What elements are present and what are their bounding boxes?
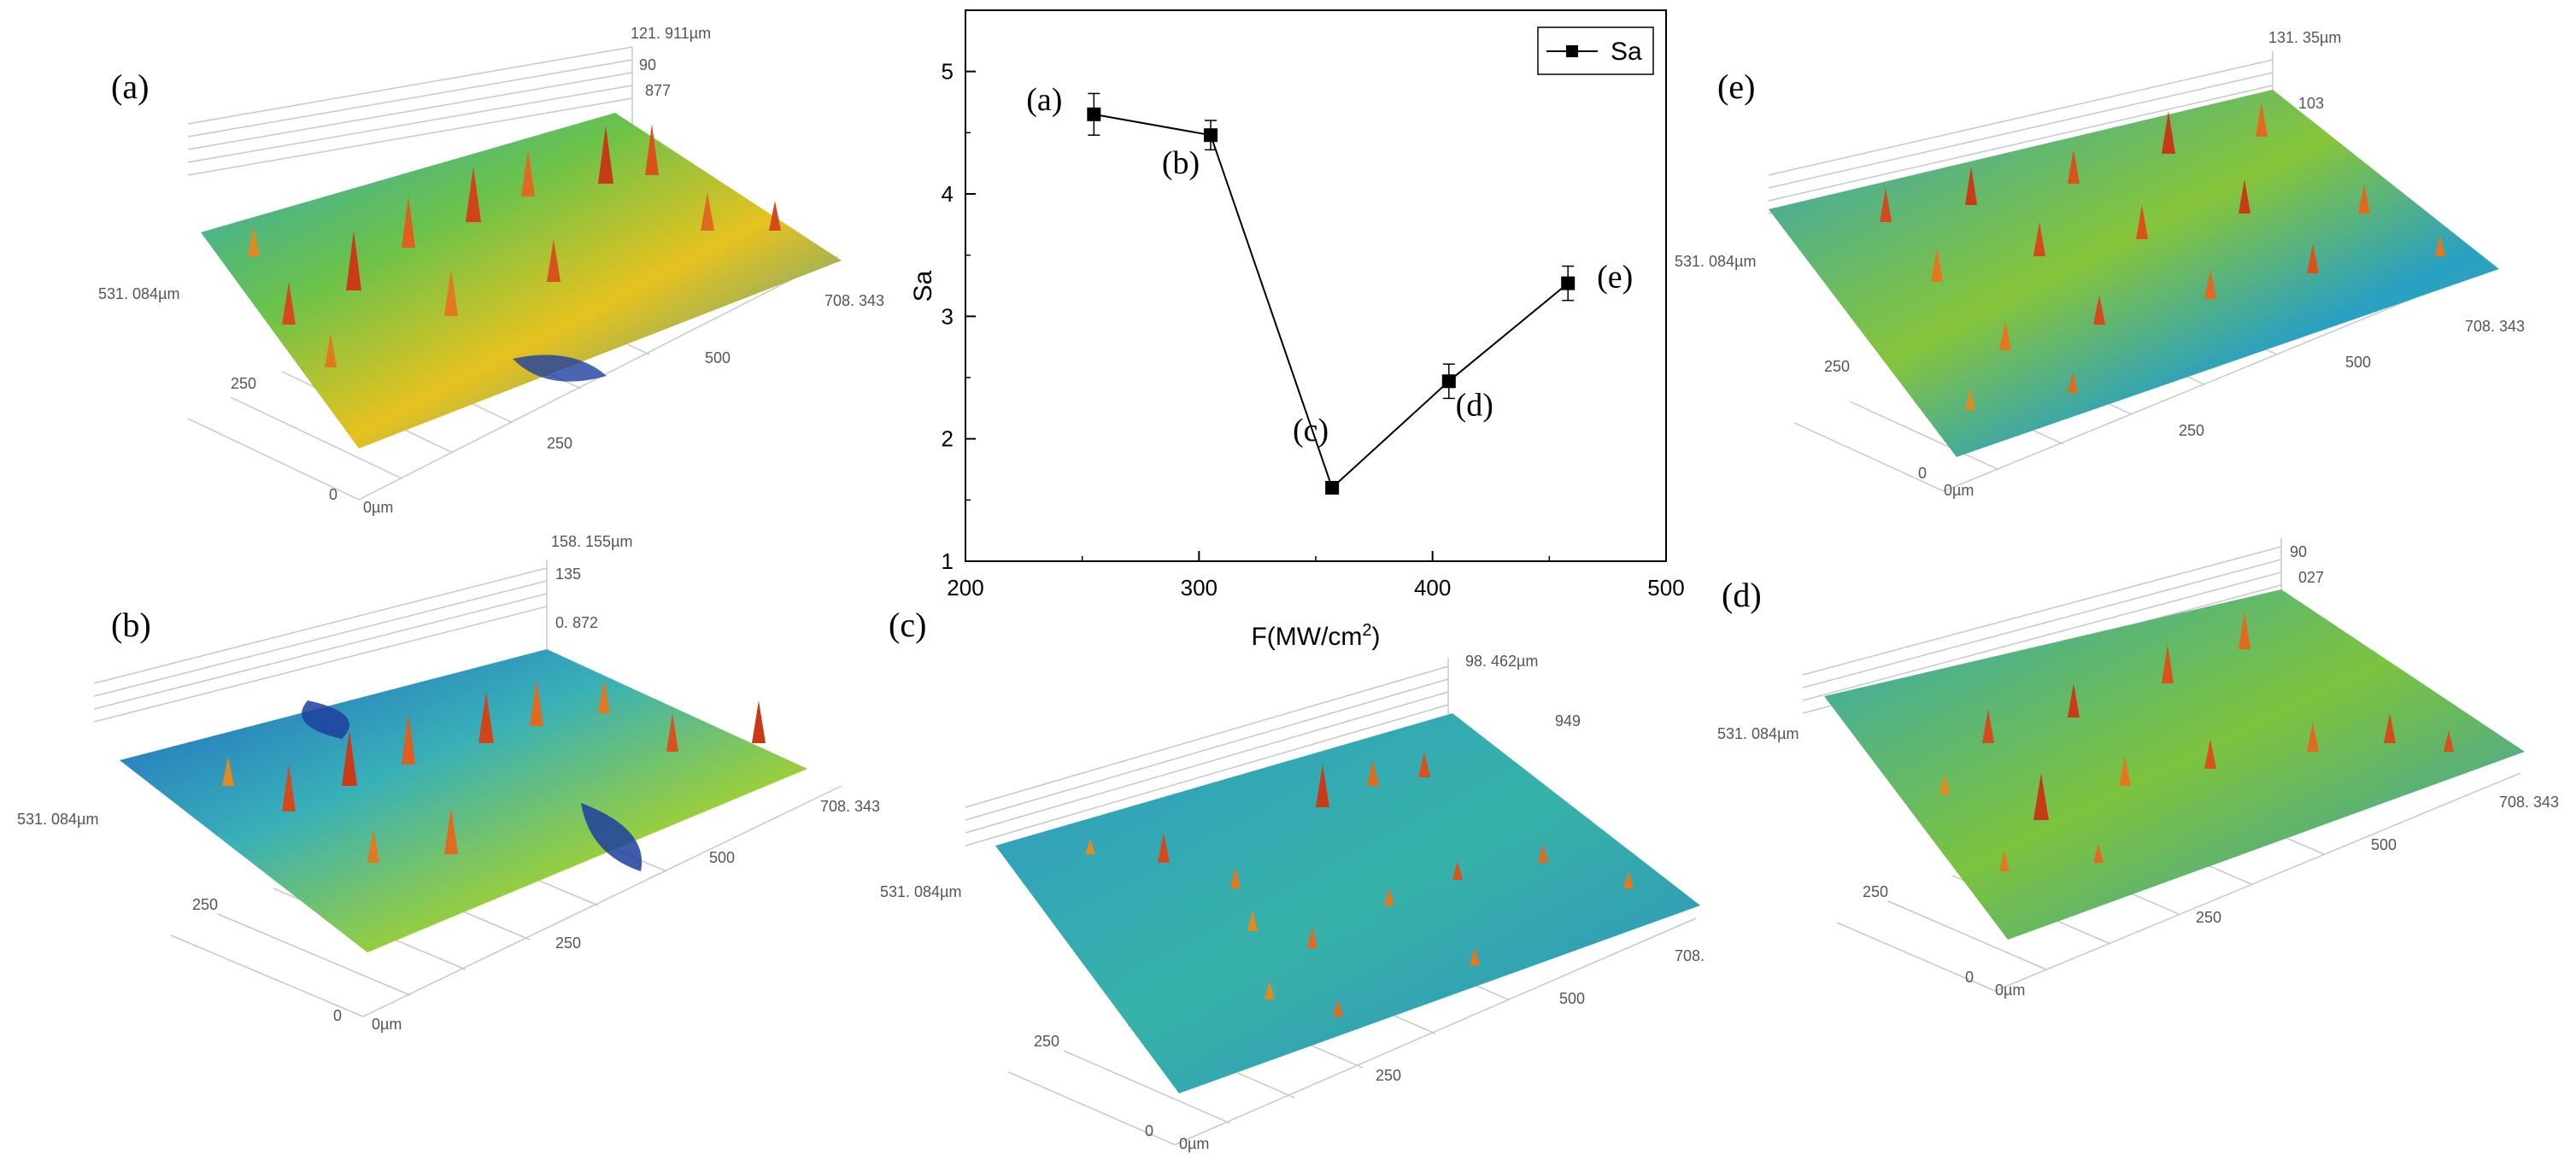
x-axis-length-b: 708. 343: [820, 798, 880, 815]
y-tick-250-b: 250: [192, 896, 218, 913]
surface-plot-d: (d) 90 027 531. 084µm 708. 343 500 250 2…: [1717, 538, 2559, 999]
origin-label-c: 0µm: [1179, 1135, 1209, 1152]
point-label: (a): [1026, 82, 1062, 118]
x-tick-label: 400: [1414, 575, 1451, 601]
x-tick-250-d: 250: [2196, 909, 2221, 926]
peaks-b: [222, 679, 766, 863]
panel-label-b: (b): [111, 606, 151, 644]
y-axis-ticks: 1 2 3 4 5: [942, 59, 976, 574]
x-tick-500-a: 500: [705, 349, 731, 366]
x-tick-500-b: 500: [709, 849, 735, 866]
y-tick-label: 4: [942, 181, 954, 207]
z-tick-a: 90: [639, 56, 656, 73]
surface-plot-a: (a) 121. 911µm 90 877 531. 084µm 708. 34…: [98, 25, 884, 516]
y-axis-length-c: 531. 084µm: [880, 883, 961, 900]
y-tick-250-a: 250: [231, 375, 256, 392]
surface-e: [1769, 90, 2499, 457]
z-max-label-e: 131. 35µm: [2268, 29, 2341, 46]
point-label: (e): [1597, 260, 1633, 296]
z-tick-d: 90: [2290, 543, 2307, 560]
y-axis-length-d: 531. 084µm: [1717, 725, 1799, 742]
origin-label-d: 0µm: [1995, 981, 2025, 999]
point-label: (d): [1456, 387, 1493, 423]
x-axis-title: F(MW/cm2): [1251, 621, 1380, 651]
data-point: [1087, 107, 1101, 121]
y-tick-0-d: 0: [1965, 969, 1974, 986]
data-point: [1561, 276, 1576, 290]
x-tick-label: 300: [1181, 575, 1218, 601]
x-tick-label: 200: [947, 575, 983, 601]
y-tick-label: 5: [942, 59, 954, 85]
series-sa: (a) (b) (c) (d) (e): [1026, 82, 1633, 495]
x-axis-length-d: 708. 343: [2499, 794, 2559, 811]
x-tick-500-c: 500: [1559, 990, 1585, 1007]
origin-label-b: 0µm: [372, 1016, 402, 1033]
x-tick-500-e: 500: [2345, 354, 2371, 371]
z-tick2-b: 0. 872: [555, 614, 598, 631]
panel-label-a: (a): [111, 67, 149, 106]
y-axis-title: Sa: [909, 270, 937, 302]
y-axis-length-a: 531. 084µm: [98, 285, 179, 302]
plot-frame: [965, 9, 1667, 562]
data-point: [1441, 374, 1456, 389]
x-axis-length-c: 708.: [1675, 947, 1705, 964]
surface-a: [201, 113, 842, 448]
panel-label-e: (e): [1717, 67, 1755, 106]
z-max-label-c: 98. 462µm: [1465, 653, 1538, 670]
legend-marker: [1566, 45, 1578, 57]
point-label: (b): [1162, 145, 1200, 181]
x-tick-500-d: 500: [2371, 836, 2397, 853]
y-tick-label: 2: [942, 426, 954, 452]
y-tick-label: 3: [942, 303, 954, 329]
y-tick-0-a: 0: [329, 486, 337, 503]
y-tick-0-b: 0: [333, 1007, 342, 1024]
surface-d: [1824, 589, 2525, 940]
x-tick-250-a: 250: [547, 435, 572, 452]
panel-label-d: (d): [1722, 576, 1762, 614]
sa-chart: 200 300 400 500 1 2 3 4 5 F(MW/cm2) Sa (a) (b) (c…: [909, 9, 1685, 651]
origin-label-a: 0µm: [363, 499, 393, 516]
legend-label: Sa: [1611, 38, 1642, 66]
x-axis-length-e: 708. 343: [2465, 318, 2525, 335]
surface-b: [120, 649, 807, 952]
y-axis-length-e: 531. 084µm: [1675, 253, 1756, 270]
surface-c: [995, 713, 1700, 1093]
peaks-e: [1880, 103, 2445, 410]
y-axis-length-b: 531. 084µm: [17, 811, 98, 828]
peaks-c: [1085, 752, 1634, 1017]
y-tick-250-d: 250: [1863, 883, 1888, 900]
panel-label-c: (c): [889, 606, 926, 644]
peaks-a: [248, 124, 781, 367]
surface-plot-e: (e) 131. 35µm 103 531. 084µm 708. 343 50…: [1675, 29, 2525, 499]
y-tick-250-c: 250: [1034, 1033, 1059, 1050]
z-max-label-a: 121. 911µm: [631, 25, 711, 42]
peaks-d: [1939, 611, 2454, 871]
x-tick-250-b: 250: [555, 935, 581, 952]
data-point: [1325, 481, 1340, 495]
y-tick-label: 1: [942, 548, 954, 574]
surface-plot-c: (c) 98. 462µm 949 531. 084µm 708. 500 25…: [880, 606, 1705, 1152]
y-tick-0-e: 0: [1918, 465, 1927, 482]
origin-label-e: 0µm: [1944, 482, 1974, 499]
z-tick2-d: 027: [2298, 569, 2324, 586]
point-label: (c): [1293, 413, 1329, 448]
legend: Sa: [1537, 26, 1654, 75]
z-tick2-a: 877: [645, 82, 671, 99]
data-point: [1204, 128, 1218, 143]
z-tick-b: 135: [555, 565, 581, 583]
y-tick-0-c: 0: [1145, 1122, 1153, 1140]
x-tick-250-e: 250: [2179, 422, 2204, 439]
z-tick2-e: 103: [2298, 95, 2324, 112]
surface-plot-b: (b) 158. 155µm 135 0. 872 531. 084µm 708…: [17, 533, 880, 1033]
x-axis-length-a: 708. 343: [824, 292, 884, 309]
z-max-label-b: 158. 155µm: [551, 533, 632, 550]
x-tick-label: 500: [1647, 575, 1684, 601]
x-tick-250-c: 250: [1376, 1067, 1401, 1084]
x-axis-ticks: 200 300 400 500: [947, 551, 1685, 601]
y-tick-250-e: 250: [1824, 358, 1850, 375]
z-tick2-c: 949: [1555, 712, 1581, 729]
